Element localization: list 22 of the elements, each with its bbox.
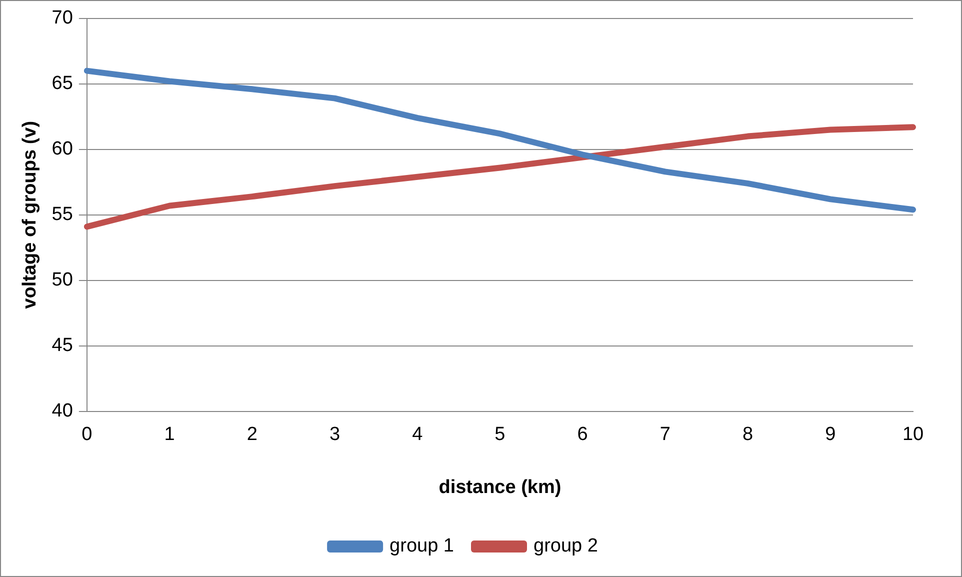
x-axis-title: distance (km) [438, 476, 562, 498]
y-tick-label: 65 [52, 73, 73, 94]
x-tick-label: 1 [164, 424, 175, 446]
x-tick-label: 5 [494, 424, 506, 446]
x-tick-label: 2 [246, 424, 258, 446]
y-tick-label: 45 [52, 335, 73, 356]
x-tick-label: 6 [577, 424, 588, 446]
y-tick-label: 60 [52, 138, 73, 160]
legend-label: group 1 [390, 536, 454, 557]
x-tick-label: 8 [742, 424, 754, 446]
y-tick-label: 70 [52, 8, 73, 29]
y-tick-label: 40 [52, 400, 73, 422]
y-tick-label: 55 [52, 204, 73, 226]
x-tick-label: 10 [902, 424, 924, 446]
x-tick-label: 0 [82, 424, 92, 446]
x-tick-label: 3 [329, 424, 340, 446]
x-tick-label: 7 [660, 424, 670, 446]
legend-label: group 2 [534, 536, 598, 557]
y-tick-label: 50 [52, 270, 73, 291]
x-tick-label: 4 [412, 424, 424, 446]
y-axis-title: voltage of groups (v) [20, 120, 41, 309]
x-tick-label: 9 [825, 424, 836, 446]
